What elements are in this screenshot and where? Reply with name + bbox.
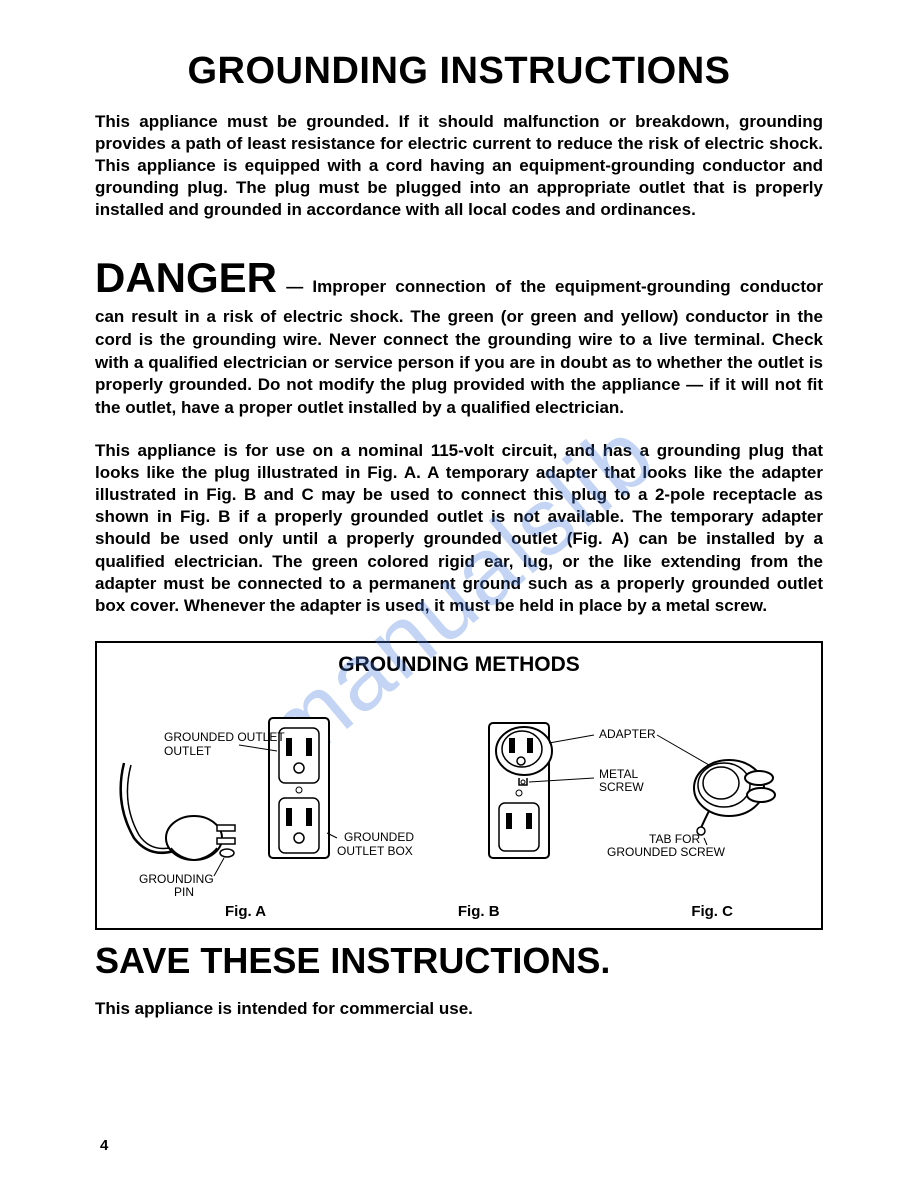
svg-text:SCREW: SCREW bbox=[599, 780, 644, 794]
svg-text:GROUNDING: GROUNDING bbox=[139, 872, 214, 886]
svg-text:OUTLET: OUTLET bbox=[164, 744, 212, 758]
save-instructions-title: SAVE THESE INSTRUCTIONS. bbox=[95, 940, 823, 982]
svg-text:GROUNDED SCREW: GROUNDED SCREW bbox=[607, 845, 726, 859]
diagram-svg: GROUNDED OUTLET OUTLET GROUNDING PIN GRO… bbox=[105, 683, 813, 903]
page-number: 4 bbox=[100, 1137, 108, 1154]
danger-paragraph: DANGER — Improper connection of the equi… bbox=[95, 251, 823, 420]
fig-c-label: Fig. C bbox=[691, 903, 733, 920]
svg-text:PIN: PIN bbox=[174, 885, 194, 899]
adapter-paragraph: This appliance is for use on a nominal 1… bbox=[95, 440, 823, 617]
svg-text:ADAPTER: ADAPTER bbox=[599, 727, 656, 741]
grounding-methods-box: GROUNDING METHODS bbox=[95, 641, 823, 930]
label-grounded-outlet: GROUNDED OUTLET bbox=[164, 730, 285, 744]
grounding-diagram: GROUNDED OUTLET OUTLET GROUNDING PIN GRO… bbox=[105, 683, 813, 903]
page-title: GROUNDING INSTRUCTIONS bbox=[95, 50, 823, 93]
svg-text:GROUNDED: GROUNDED bbox=[344, 830, 414, 844]
methods-title: GROUNDING METHODS bbox=[105, 653, 813, 677]
svg-text:TAB FOR: TAB FOR bbox=[649, 832, 700, 846]
danger-label: DANGER bbox=[95, 254, 277, 301]
fig-a-label: Fig. A bbox=[225, 903, 266, 920]
intro-paragraph: This appliance must be grounded. If it s… bbox=[95, 111, 823, 221]
fig-b-label: Fig. B bbox=[458, 903, 500, 920]
svg-text:METAL: METAL bbox=[599, 767, 638, 781]
svg-text:OUTLET BOX: OUTLET BOX bbox=[337, 844, 413, 858]
commercial-use-text: This appliance is intended for commercia… bbox=[95, 998, 823, 1020]
